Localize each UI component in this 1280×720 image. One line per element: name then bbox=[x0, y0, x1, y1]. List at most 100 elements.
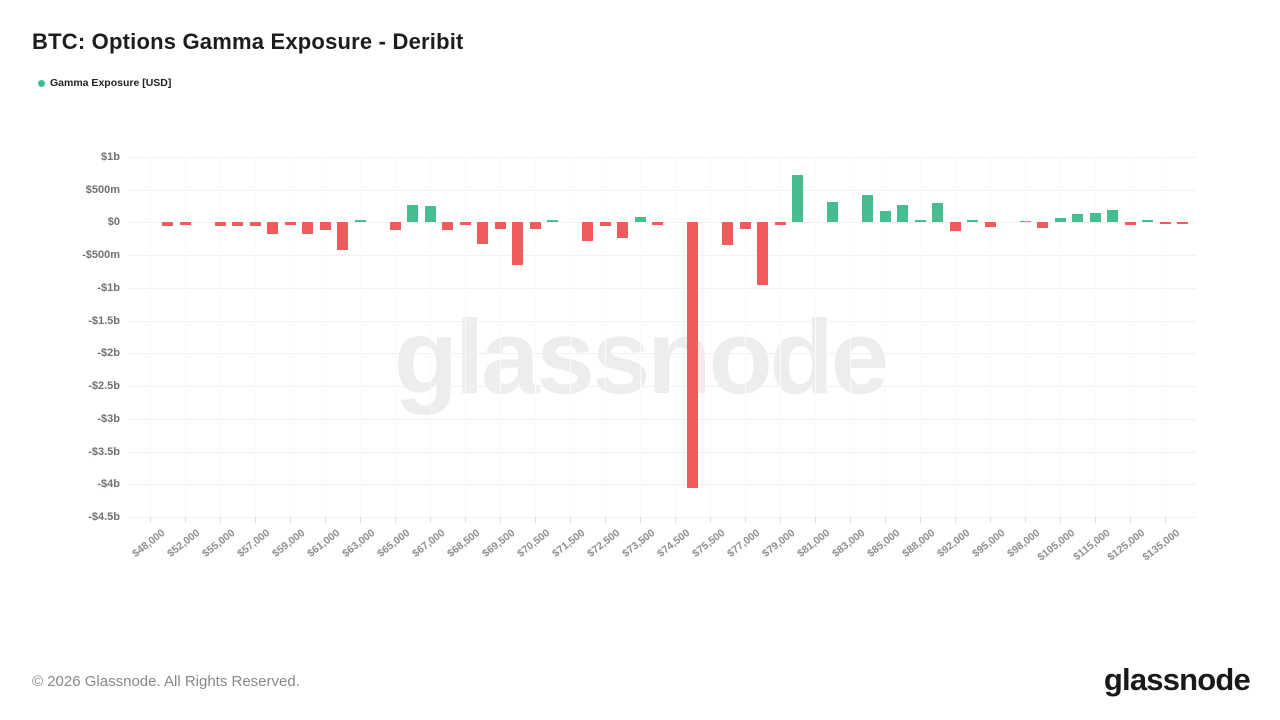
x-axis-tick bbox=[675, 517, 676, 523]
gamma-bar-positive[interactable] bbox=[967, 219, 978, 223]
gamma-bar-positive[interactable] bbox=[897, 205, 908, 223]
gamma-bar-positive[interactable] bbox=[1107, 209, 1118, 223]
gamma-bar-negative[interactable] bbox=[652, 222, 663, 226]
x-axis-tick bbox=[570, 517, 571, 523]
x-axis-tick-label: $55,000 bbox=[200, 527, 238, 560]
gridline bbox=[128, 484, 1196, 486]
gamma-bar-positive[interactable] bbox=[547, 220, 558, 223]
gamma-bar-negative[interactable] bbox=[459, 222, 471, 226]
gamma-bar-negative[interactable] bbox=[757, 222, 768, 286]
gamma-bar-negative[interactable] bbox=[774, 222, 786, 226]
gamma-bar-positive[interactable] bbox=[407, 205, 418, 223]
gamma-bar-positive[interactable] bbox=[1054, 217, 1066, 223]
gamma-bar-negative[interactable] bbox=[302, 222, 313, 235]
y-axis-tick-label: $1b bbox=[101, 151, 120, 163]
gamma-bar-positive[interactable] bbox=[792, 175, 803, 223]
gamma-bar-negative[interactable] bbox=[949, 222, 961, 231]
x-axis-tick-label: $115,000 bbox=[1070, 527, 1113, 564]
gamma-bar-negative[interactable] bbox=[179, 222, 191, 226]
gamma-bar-negative[interactable] bbox=[722, 222, 733, 245]
gamma-bar-negative[interactable] bbox=[232, 222, 243, 227]
gamma-bar-positive[interactable] bbox=[634, 217, 646, 223]
vertical-gridline bbox=[570, 157, 571, 517]
y-axis-tick-label: $500m bbox=[85, 183, 120, 196]
chart-title: BTC: Options Gamma Exposure - Deribit bbox=[32, 29, 464, 54]
gamma-bar-negative[interactable] bbox=[599, 222, 611, 226]
legend-series-label: Gamma Exposure [USD] bbox=[50, 77, 172, 89]
gamma-bar-positive[interactable] bbox=[424, 206, 436, 223]
y-axis-tick-label: -$4.5b bbox=[88, 511, 120, 523]
x-axis-tick bbox=[640, 517, 641, 523]
legend-item-gamma-exposure[interactable]: Gamma Exposure [USD] bbox=[38, 77, 171, 89]
x-axis-tick-label: $67,000 bbox=[410, 527, 448, 560]
x-axis-tick-label: $65,000 bbox=[375, 527, 413, 560]
gamma-bar-negative[interactable] bbox=[214, 222, 226, 227]
gamma-bar-positive[interactable] bbox=[914, 220, 926, 223]
vertical-gridline bbox=[150, 157, 151, 517]
gamma-bar-negative[interactable] bbox=[389, 222, 401, 231]
vertical-gridline bbox=[500, 157, 501, 517]
x-axis-tick-label: $69,500 bbox=[480, 527, 518, 560]
x-axis-tick bbox=[430, 517, 431, 523]
x-axis-tick-label: $85,000 bbox=[865, 527, 903, 560]
vertical-gridline bbox=[255, 157, 256, 517]
gamma-bar-positive[interactable] bbox=[862, 194, 873, 223]
y-axis-tick-label: -$1b bbox=[97, 281, 120, 294]
gamma-bar-negative[interactable] bbox=[1159, 222, 1171, 224]
gamma-bar-negative[interactable] bbox=[617, 222, 628, 238]
gamma-bar-negative[interactable] bbox=[267, 222, 278, 235]
gamma-bar-negative[interactable] bbox=[319, 222, 331, 230]
x-axis-tick-label: $92,000 bbox=[935, 527, 973, 560]
gridline bbox=[128, 287, 1196, 289]
gamma-bar-negative[interactable] bbox=[442, 222, 453, 230]
vertical-gridline bbox=[885, 157, 886, 517]
gamma-bar-negative[interactable] bbox=[477, 222, 488, 245]
vertical-gridline bbox=[430, 157, 431, 517]
gridline bbox=[128, 353, 1196, 355]
gamma-bar-negative[interactable] bbox=[512, 222, 523, 265]
vertical-gridline bbox=[780, 157, 781, 517]
vertical-gridline bbox=[220, 157, 221, 517]
gamma-bar-positive[interactable] bbox=[354, 220, 366, 223]
x-axis-tick-label: $61,000 bbox=[305, 527, 343, 560]
gamma-bar-positive[interactable] bbox=[879, 211, 891, 223]
gamma-bar-positive[interactable] bbox=[1142, 219, 1153, 223]
gamma-bar-positive[interactable] bbox=[932, 203, 943, 223]
x-axis-tick-label: $74,500 bbox=[655, 527, 693, 560]
gridline bbox=[128, 189, 1196, 191]
gamma-bar-negative[interactable] bbox=[494, 222, 506, 229]
x-axis-tick-label: $83,000 bbox=[830, 527, 868, 560]
x-axis-tick bbox=[395, 517, 396, 523]
gamma-bar-negative[interactable] bbox=[1124, 222, 1136, 226]
gridline bbox=[128, 157, 1196, 158]
gamma-bar-positive[interactable] bbox=[1072, 214, 1083, 223]
gamma-bar-negative[interactable] bbox=[249, 222, 261, 227]
y-axis-tick-label: -$3.5b bbox=[88, 445, 120, 458]
gamma-bar-negative[interactable] bbox=[739, 222, 751, 230]
gamma-bar-negative[interactable] bbox=[529, 222, 541, 229]
x-axis-tick-label: $125,000 bbox=[1105, 527, 1148, 564]
gamma-bar-negative[interactable] bbox=[687, 222, 698, 488]
x-axis-tick bbox=[955, 517, 956, 523]
gamma-bar-negative[interactable] bbox=[582, 222, 593, 242]
vertical-gridline bbox=[325, 157, 326, 517]
plot-area[interactable] bbox=[128, 157, 1196, 523]
y-axis-tick-label: $0 bbox=[107, 216, 120, 229]
gamma-bar-negative[interactable] bbox=[984, 222, 996, 228]
x-axis-tick-label: $79,000 bbox=[760, 527, 798, 560]
gamma-bar-negative[interactable] bbox=[162, 222, 173, 227]
gamma-bar-negative[interactable] bbox=[1177, 222, 1188, 224]
gamma-bar-negative[interactable] bbox=[1037, 222, 1048, 228]
gamma-bar-positive[interactable] bbox=[827, 201, 838, 223]
gamma-bar-negative[interactable] bbox=[284, 222, 296, 226]
gamma-bar-positive[interactable] bbox=[1089, 212, 1101, 223]
vertical-gridline bbox=[815, 157, 816, 517]
vertical-gridline bbox=[1095, 157, 1096, 517]
x-axis-tick-label: $57,000 bbox=[235, 527, 273, 560]
x-axis-tick bbox=[535, 517, 536, 523]
x-axis-tick bbox=[745, 517, 746, 523]
gamma-bar-negative[interactable] bbox=[337, 222, 348, 250]
gamma-bar-positive[interactable] bbox=[1019, 220, 1031, 223]
glassnode-logo: glassnode bbox=[1103, 662, 1251, 697]
vertical-gridline bbox=[920, 157, 921, 517]
